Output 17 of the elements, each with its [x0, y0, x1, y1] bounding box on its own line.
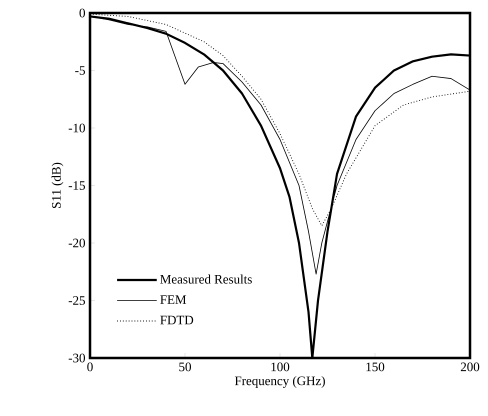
y-tick-label: -10	[68, 124, 85, 132]
y-tick-label: -15	[68, 181, 85, 190]
x-tick-label: 150	[366, 362, 384, 372]
y-axis-title: S11 (dB)	[52, 162, 64, 208]
y-tick-label: -30	[68, 354, 85, 362]
y-tick-label: -5	[75, 66, 85, 75]
y-tick-label: -20	[68, 238, 85, 248]
x-tick-label: 0	[87, 362, 93, 372]
legend-label: FEM	[160, 295, 186, 304]
y-tick-label: -25	[68, 296, 85, 305]
legend-label: Measured Results	[160, 274, 252, 284]
y-tick-label: 0	[80, 8, 85, 18]
x-tick-label: 200	[460, 362, 480, 372]
x-tick-label: 50	[179, 362, 191, 372]
x-axis-title: Frequency (GHz)	[234, 376, 325, 388]
legend-label: FDTD	[160, 316, 194, 324]
x-tick-label: 100	[271, 362, 290, 372]
